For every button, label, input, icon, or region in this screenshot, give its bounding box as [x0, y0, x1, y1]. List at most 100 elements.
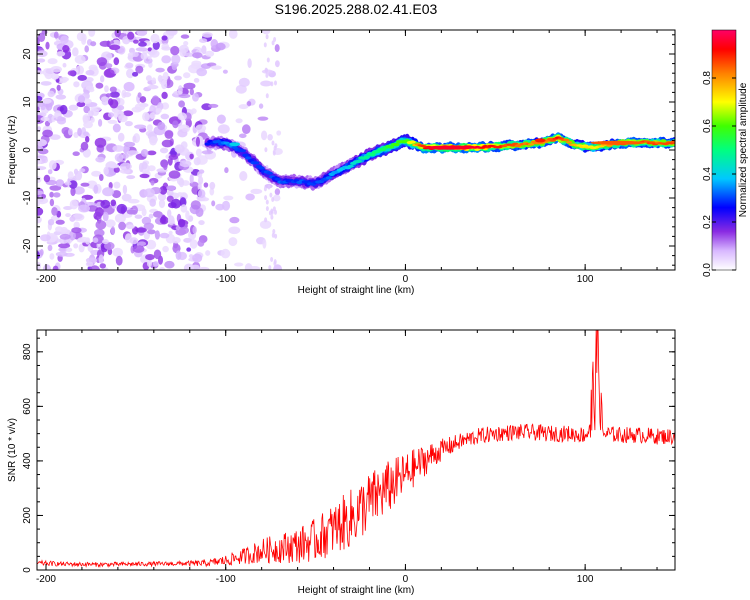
noise-blob [242, 124, 251, 135]
noise-blob [91, 170, 102, 177]
noise-blob [275, 60, 280, 68]
noise-blob [146, 124, 153, 132]
noise-blob [193, 157, 201, 166]
noise-blob [98, 254, 104, 264]
snr-series [37, 330, 675, 568]
noise-blob [142, 112, 150, 122]
noise-blob [198, 176, 204, 185]
colorbar-tick-label: 0.0 [702, 263, 713, 277]
noise-blob [268, 265, 272, 270]
noise-blob [45, 41, 50, 50]
noise-blob [153, 249, 162, 260]
noise-blob [59, 233, 71, 240]
noise-blob [113, 166, 120, 173]
noise-blob [160, 214, 166, 224]
noise-blob [105, 63, 113, 69]
noise-blob [150, 33, 160, 44]
noise-blob [37, 139, 47, 147]
noise-blob [98, 119, 103, 127]
noise-blob [103, 166, 109, 175]
noise-blob [138, 41, 147, 47]
noise-blob [126, 175, 136, 180]
noise-blob [37, 261, 41, 270]
noise-blob [166, 30, 178, 36]
noise-blob [110, 199, 117, 207]
noise-blob [189, 88, 194, 96]
noise-blob [150, 180, 155, 186]
noise-blob [40, 81, 52, 86]
noise-blob [211, 200, 216, 207]
noise-blob [62, 45, 70, 53]
noise-blob [90, 41, 97, 47]
noise-blob [72, 213, 85, 221]
noise-blob [185, 210, 190, 220]
noise-blob [132, 51, 139, 58]
noise-blob [250, 188, 263, 195]
noise-blob [117, 105, 125, 111]
snr-line [37, 330, 675, 568]
noise-blob [166, 195, 174, 202]
noise-blob [228, 237, 238, 247]
noise-blob [189, 239, 198, 249]
noise-blob [193, 78, 200, 83]
noise-blob [137, 241, 147, 246]
noise-blob [166, 189, 174, 197]
noise-blob [174, 144, 185, 154]
noise-blob [273, 145, 277, 151]
noise-blob [200, 197, 210, 202]
noise-blob [78, 243, 85, 253]
ridge-cell [369, 153, 376, 157]
noise-blob [264, 217, 268, 223]
noise-blob [37, 166, 47, 171]
ridge-cell [215, 139, 222, 144]
noise-blob [37, 176, 42, 183]
noise-blob [118, 221, 126, 231]
noise-blob [228, 226, 241, 235]
noise-blob [123, 81, 135, 92]
noise-blob [70, 187, 76, 197]
noise-blob [161, 139, 174, 148]
ridge-cell [204, 142, 211, 146]
noise-blob [69, 230, 76, 241]
noise-blob [94, 137, 107, 148]
noise-blob [135, 47, 148, 52]
ridge-cell [245, 156, 252, 160]
noise-blob [104, 85, 109, 93]
noise-blob [261, 130, 268, 141]
noise-blob [115, 255, 123, 266]
noise-blob [88, 30, 96, 37]
noise-blob [134, 214, 143, 219]
noise-blob [77, 95, 86, 103]
noise-blob [197, 189, 206, 199]
noise-blob [93, 184, 99, 194]
noise-blob [55, 251, 68, 257]
noise-blob [157, 121, 166, 131]
noise-blob [105, 93, 112, 98]
noise-blob [51, 115, 56, 123]
noise-blob [191, 264, 200, 270]
noise-blob [174, 75, 182, 81]
noise-blob [140, 52, 148, 60]
noise-blob [266, 57, 270, 63]
noise-blob [155, 108, 162, 114]
noise-blob [259, 220, 272, 229]
noise-blob [135, 65, 144, 74]
noise-blob [157, 74, 163, 83]
y-tick-label: 0 [22, 567, 33, 573]
spectral-ridge [204, 132, 675, 191]
noise-blob [125, 62, 134, 69]
noise-blob [138, 162, 144, 173]
y-tick-label: -10 [22, 190, 33, 205]
noise-blob [160, 113, 170, 120]
colorbar-tick-label: 0.6 [702, 119, 713, 133]
noise-blob [220, 248, 231, 259]
noise-blob [50, 66, 62, 73]
noise-blob [103, 69, 115, 78]
noise-blob [49, 134, 61, 140]
noise-blob [80, 182, 90, 187]
ridge-cell [258, 166, 265, 170]
noise-blob [273, 259, 277, 265]
ridge-cell [565, 141, 573, 144]
noise-blob [42, 98, 52, 104]
